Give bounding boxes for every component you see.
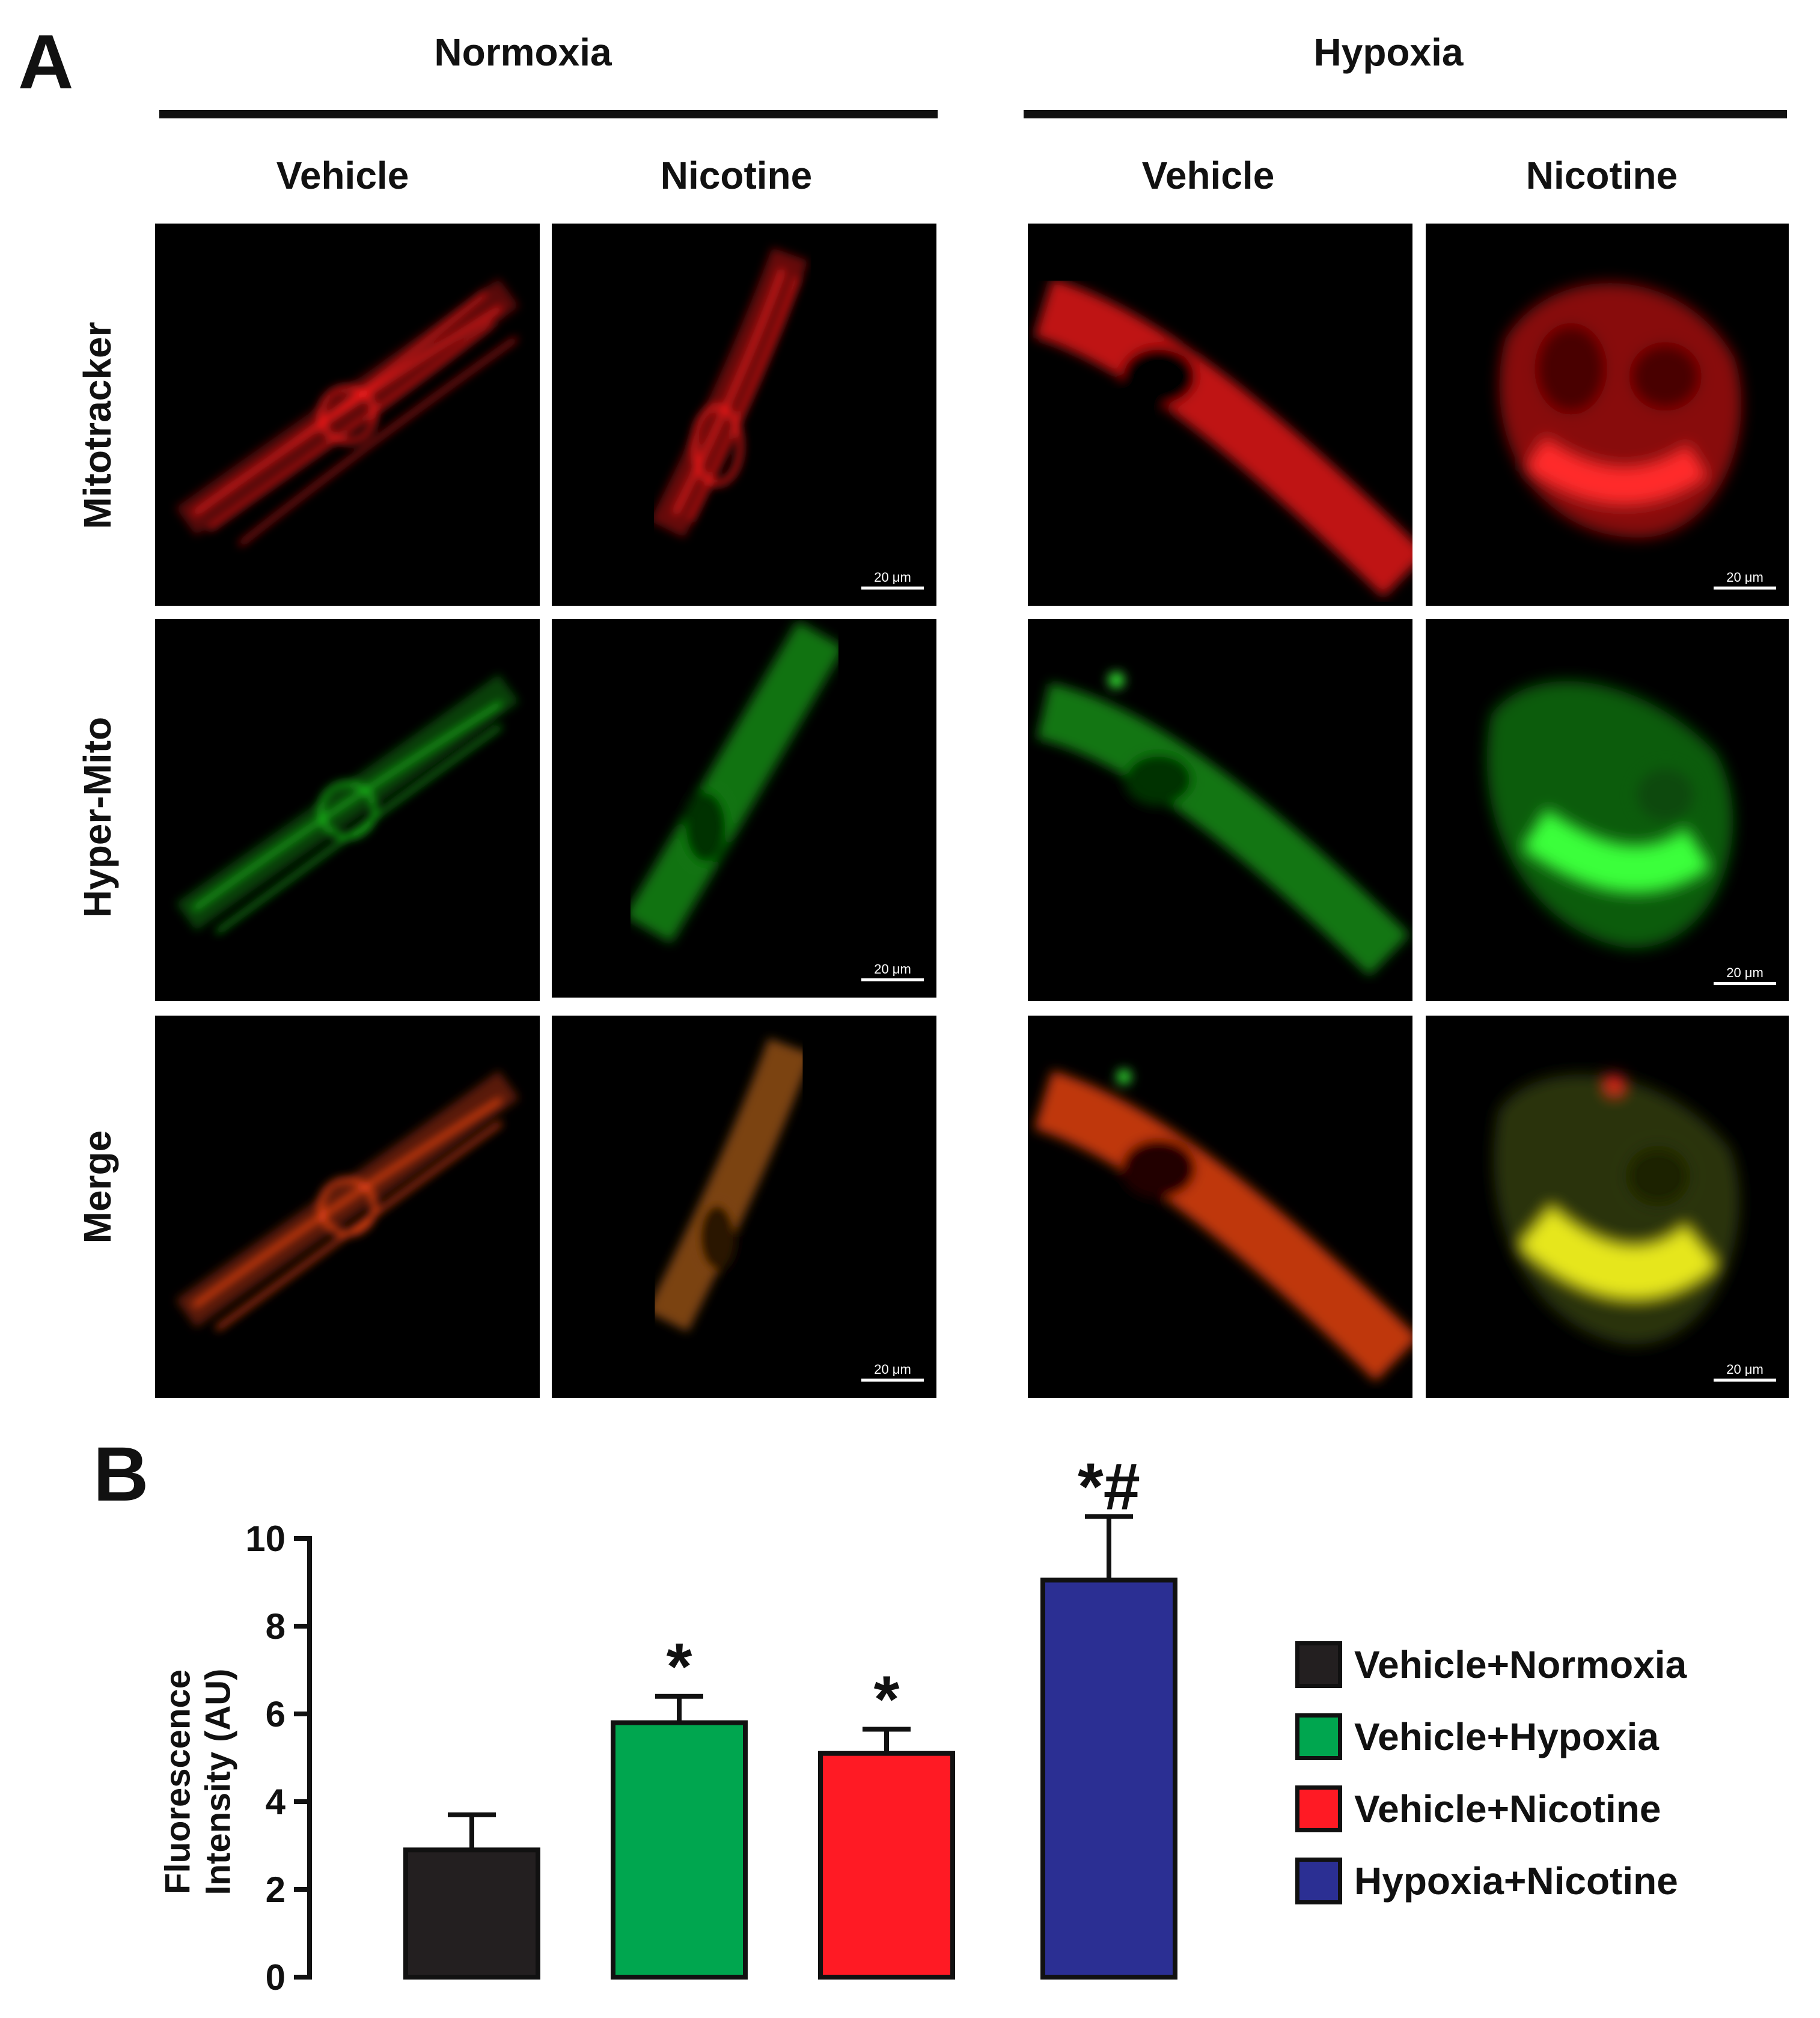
micrograph-merge-hypoxia-nicotine: 20 μm: [1426, 1016, 1789, 1398]
scale-bar-label: 20 μm: [1726, 965, 1764, 980]
scale-bar-label: 20 μm: [1726, 570, 1764, 585]
scale-bar: [1714, 982, 1776, 985]
legend-label: Vehicle+Normoxia: [1354, 1643, 1687, 1686]
y-tick-label: 8: [266, 1606, 286, 1647]
legend-label: Hypoxia+Nicotine: [1354, 1859, 1678, 1903]
scale-bar: [861, 1379, 924, 1382]
legend-label: Vehicle+Nicotine: [1354, 1787, 1661, 1831]
micrograph-merge-normoxia-nicotine: 20 μm: [552, 1016, 936, 1398]
micrograph-mitotracker-hypoxia-nicotine: 20 μm: [1426, 224, 1789, 606]
micrograph-mitotracker-normoxia-nicotine: 20 μm: [552, 224, 936, 606]
scale-bar-label: 20 μm: [1726, 1362, 1764, 1377]
legend-item: Vehicle+Hypoxia: [1295, 1710, 1659, 1764]
micrograph-mitotracker-hypoxia-vehicle: [1028, 224, 1412, 606]
scale-bar-label: 20 μm: [874, 1362, 911, 1377]
y-tick-label: 10: [245, 1519, 286, 1559]
scale-bar-label: 20 μm: [874, 570, 911, 585]
y-tick-label: 0: [266, 1957, 286, 1998]
col-label-hypoxia-vehicle: Vehicle: [1141, 154, 1275, 197]
bar: [1040, 1578, 1177, 1980]
legend-item: Hypoxia+Nicotine: [1295, 1854, 1678, 1908]
y-tick-label: 6: [266, 1694, 286, 1734]
legend-swatch: [1295, 1713, 1342, 1760]
micrograph-hypermito-hypoxia-vehicle: [1028, 619, 1412, 1001]
micrograph-hypermito-normoxia-vehicle: [155, 619, 540, 1001]
y-tick-label: 2: [266, 1870, 286, 1910]
micrograph-merge-normoxia-vehicle: [155, 1016, 540, 1398]
col-label-normoxia-vehicle: Vehicle: [276, 154, 409, 197]
scale-bar: [861, 587, 924, 590]
col-label-normoxia-nicotine: Nicotine: [660, 154, 813, 197]
group-line-normoxia: [159, 110, 938, 118]
significance-marker: *: [667, 1630, 692, 1704]
legend-swatch: [1295, 1641, 1342, 1688]
bar: [403, 1847, 540, 1980]
group-line-hypoxia: [1024, 110, 1787, 118]
legend-swatch: [1295, 1785, 1342, 1832]
group-title-hypoxia: Hypoxia: [1313, 31, 1464, 74]
bar: [818, 1751, 955, 1980]
significance-marker: *: [874, 1663, 900, 1737]
micrograph-mitotracker-normoxia-vehicle: [155, 224, 540, 606]
scale-bar-label: 20 μm: [874, 962, 911, 977]
legend-swatch: [1295, 1858, 1342, 1904]
group-title-normoxia: Normoxia: [434, 31, 612, 74]
bar: [611, 1720, 748, 1980]
y-tick-label: 4: [266, 1782, 286, 1822]
micrograph-hypermito-hypoxia-nicotine: 20 μm: [1426, 619, 1789, 1001]
col-label-hypoxia-nicotine: Nicotine: [1525, 154, 1678, 197]
micrograph-merge-hypoxia-vehicle: [1028, 1016, 1412, 1398]
micrograph-hypermito-normoxia-nicotine: 20 μm: [552, 619, 936, 998]
legend-item: Vehicle+Normoxia: [1295, 1638, 1687, 1692]
scale-bar: [1714, 1379, 1776, 1382]
panel-b-letter: B: [93, 1431, 149, 1517]
scale-bar: [861, 978, 924, 981]
scale-bar: [1714, 587, 1776, 590]
panel-a-letter: A: [18, 19, 74, 105]
legend-label: Vehicle+Hypoxia: [1354, 1715, 1659, 1758]
legend-item: Vehicle+Nicotine: [1295, 1782, 1661, 1836]
significance-marker: *#: [1078, 1450, 1140, 1524]
